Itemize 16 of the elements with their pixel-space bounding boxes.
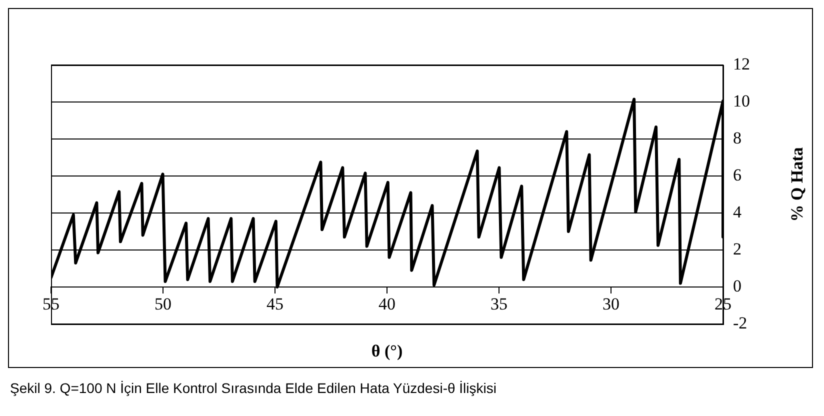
x-tick-label: 35 bbox=[490, 294, 508, 314]
x-tick-label: 40 bbox=[378, 294, 396, 314]
x-axis-title: θ (°) bbox=[371, 341, 403, 360]
y-tick-label: 8 bbox=[733, 128, 742, 148]
y-tick-label: -2 bbox=[733, 313, 748, 332]
y-axis-title: % Q Hata bbox=[787, 146, 806, 222]
y-tick-label: 2 bbox=[733, 239, 742, 258]
y-tick-label: 0 bbox=[733, 276, 742, 296]
text: Şekil 9. Q=100 N İçin Elle Kontrol Sırasında Elde Edilen Hata Yüzdesi-θ İlişkisi bbox=[10, 380, 496, 396]
x-tick-label: 50 bbox=[154, 294, 172, 314]
y-tick-label: 4 bbox=[733, 202, 742, 222]
y-tick-label: 6 bbox=[733, 165, 742, 184]
x-tick-label: 30 bbox=[602, 294, 620, 314]
y-tick-label: 10 bbox=[733, 91, 750, 110]
y-tick-label: 12 bbox=[733, 54, 750, 74]
x-tick-label: 45 bbox=[266, 294, 284, 314]
